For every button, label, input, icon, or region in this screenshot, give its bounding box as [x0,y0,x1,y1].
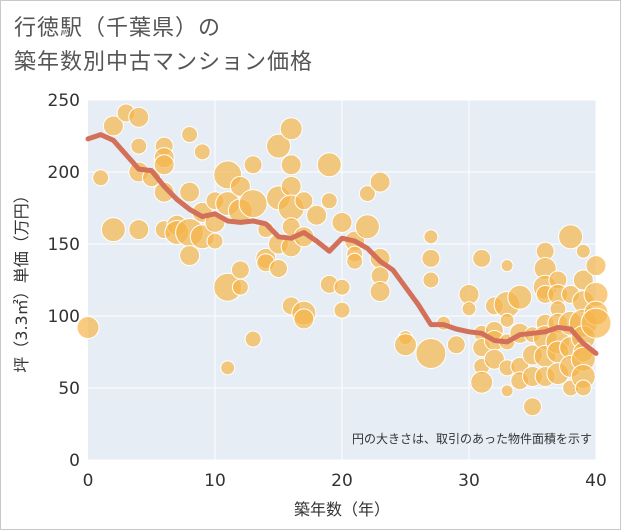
transaction-bubble [574,379,592,397]
y-axis-ticks: 0 50 100 150 200 250 [48,91,80,471]
transaction-bubble [369,171,391,193]
transaction-bubble [243,155,263,175]
transaction-bubble [483,348,505,370]
transaction-bubble [499,312,515,328]
transaction-bubble [415,337,447,369]
transaction-bubble [421,248,441,268]
title-line-1: 行徳駅（千葉県）の [14,16,222,41]
y-tick-label: 150 [48,235,80,255]
transaction-bubble [238,189,268,219]
transaction-bubble [394,333,417,357]
x-tick-label: 20 [331,471,353,491]
transaction-bubble [244,330,262,348]
x-tick-label: 40 [585,471,607,491]
x-tick-label: 30 [458,471,480,491]
average-price-line [85,132,599,356]
chart-title: 行徳駅（千葉県）の 築年数別中古マンション価格 [14,12,313,80]
transaction-bubble [369,281,391,303]
transaction-bubble [102,115,124,137]
transaction-bubble [128,106,150,128]
transaction-bubble [279,117,303,141]
transaction-bubble [585,255,607,277]
transaction-bubble [230,260,250,280]
transaction-bubble [422,271,440,289]
bubble-size-note: 円の大きさは、取引のあった物件面積を示す [352,431,592,446]
transaction-bubble [231,278,249,296]
transaction-bubble [558,224,584,250]
transaction-bubble [128,219,150,241]
transaction-bubble [500,259,514,273]
y-tick-label: 100 [48,307,80,327]
transaction-bubble [354,214,380,240]
transaction-bubble [358,185,376,203]
y-tick-label: 0 [69,451,80,471]
transaction-bubble [470,370,494,394]
transaction-bubble [523,397,542,417]
transaction-bubble [181,126,199,144]
x-tick-label: 10 [204,471,226,491]
transaction-bubble [92,169,110,187]
y-tick-label: 50 [58,379,80,399]
transaction-bubble [333,301,351,319]
transaction-bubble [206,232,224,250]
transaction-bubble [346,252,364,270]
transaction-bubble [575,243,591,259]
transaction-bubble [294,191,314,211]
average-line-series [85,132,599,356]
transaction-bubble [333,278,351,296]
transaction-bubble [153,154,175,176]
transaction-bubble [76,316,100,340]
transaction-bubble [100,217,126,243]
title-line-2: 築年数別中古マンション価格 [14,50,314,75]
x-tick-label: 0 [83,471,94,491]
y-tick-label: 250 [48,91,80,111]
transaction-bubble [179,181,201,203]
x-axis-ticks: 0 10 20 30 40 [83,471,607,491]
x-axis-label: 築年数（年） [294,500,390,519]
transaction-bubble [266,133,291,159]
transaction-bubble [423,229,439,245]
transaction-bubble [280,154,302,176]
transaction-bubble [153,181,175,203]
y-axis-label: 坪（3.3㎡）単価（万円） [12,187,31,372]
transaction-bubble [507,284,533,310]
y-tick-label: 200 [48,163,80,183]
transaction-bubble [220,360,236,376]
transaction-bubble [446,335,466,355]
transaction-bubble [316,152,342,178]
transaction-bubble [179,245,201,267]
transaction-bubble [193,143,211,161]
transaction-bubble [269,258,288,278]
transaction-bubble [306,204,328,226]
transaction-bubble [331,211,353,233]
transaction-bubble [130,137,148,155]
transaction-bubble [293,308,315,330]
transaction-bubble [461,301,477,317]
transaction-bubble [472,248,492,268]
transaction-bubble [580,307,612,339]
transaction-bubble [500,384,514,398]
transaction-bubble [320,192,338,210]
bubble-series [76,103,612,417]
